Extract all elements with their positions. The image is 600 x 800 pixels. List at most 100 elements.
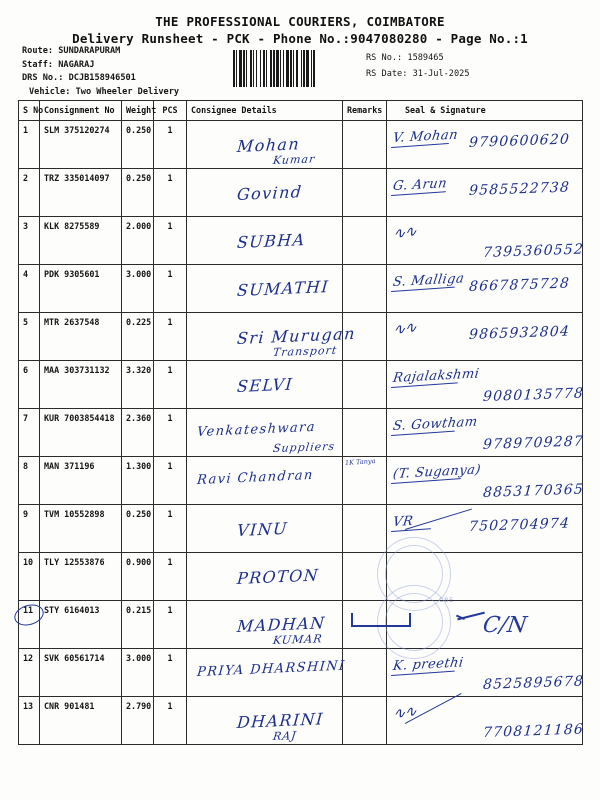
drs-value: DCJB158946501: [68, 73, 136, 83]
handwritten-consignee-name: PROTON: [236, 565, 320, 589]
sno-value: 9: [23, 509, 29, 519]
table-row[interactable]: 4 PDK 9305601 3.000 1 SUMATHI S. Malliga 86678…: [18, 264, 583, 313]
table-row[interactable]: 13 CNR 901481 2.790 1 DHARINI RAJ ∿∿ 7708121186: [18, 693, 585, 745]
route-label: Route:: [22, 46, 54, 56]
cell-weight: 0.250: [121, 504, 154, 553]
table-row[interactable]: 6 MAA 303731132 3.320 1 SELVI Rajalakshmi 9080…: [18, 360, 585, 409]
cell-seal-signature: K. preethi 8525895678: [386, 648, 585, 697]
sno-value: 10: [23, 557, 34, 567]
cell-weight: 3.000: [121, 648, 154, 697]
handwritten-phone-number: 8853170365: [482, 481, 585, 502]
handwritten-consignee-name: Venkateshwara: [196, 419, 317, 441]
handwritten-consignee-name: PRIYA DHARSHINI: [196, 658, 347, 681]
handwritten-phone-number: 9789709287: [482, 433, 585, 454]
cell-remarks: [342, 168, 387, 217]
table-row[interactable]: 9 TVM 10552898 0.250 1 VINU VR 7502704974: [18, 504, 583, 553]
cell-weight: 2.000: [121, 216, 154, 265]
handwritten-phone-number: 7708121186: [482, 721, 585, 742]
barcode-icon: [233, 50, 349, 87]
table-row[interactable]: 10 TLY 12553876 0.900 1 PROTON CBE: [18, 537, 583, 611]
cell-remarks: [342, 120, 387, 169]
cell-seal-signature: S. Malliga 8667875728: [386, 264, 583, 313]
cell-remarks: [342, 360, 387, 409]
cell-weight: 0.900: [121, 552, 154, 601]
table-row[interactable]: 7 KUR 7003854418 2.360 1 Venkateshwara Suppli…: [18, 408, 585, 457]
handwritten-consignee-name-second-line: RAJ: [272, 729, 298, 744]
handwritten-phone-number: 9585522738: [468, 179, 571, 200]
handwritten-consignee-name: DHARINI: [236, 709, 325, 733]
cell-consignment-no: CNR 901481: [39, 696, 122, 745]
cell-consignee-details: Mohan Kumar: [186, 120, 343, 169]
column-header-consignment-no: Consignment No: [39, 100, 122, 121]
handwritten-phone-number: 8667875728: [468, 275, 571, 296]
cell-sno: 9: [18, 504, 40, 553]
handwritten-consignee-name: VINU: [236, 518, 289, 541]
table-row[interactable]: 12 SVK 60561714 3.000 1 PRIYA DHARSHINI K. pr…: [18, 648, 585, 697]
cell-consignment-no: PDK 9305601: [39, 264, 122, 313]
page-subtitle: Delivery Runsheet - PCK - Phone No.:9047…: [72, 31, 528, 46]
handwritten-consignee-name-second-line: Transport: [272, 343, 338, 360]
column-header-weight: Weight: [121, 100, 156, 121]
sno-value: 1: [23, 125, 29, 135]
cell-consignee-details: VINU: [186, 504, 343, 553]
table-row[interactable]: 3 KLK 8275589 2.000 1 SUBHA ∿∿ 7395360552: [18, 216, 585, 265]
cell-remarks: [342, 264, 387, 313]
sno-value: 3: [23, 221, 29, 231]
cell-pcs: 1: [153, 504, 187, 553]
cell-sno: 10: [18, 552, 40, 601]
cell-weight: 2.360: [121, 408, 154, 457]
cell-sno: 7: [18, 408, 40, 457]
staff-label: Staff:: [22, 59, 54, 70]
cell-weight: 2.790: [121, 696, 154, 745]
cell-seal-signature: ∿∿ 7708121186: [386, 693, 585, 745]
rs-date-value: 31-Jul-2025: [412, 69, 470, 79]
handwritten-phone-number: 7395360552: [482, 241, 585, 262]
rs-no-row: RS No.: 1589465: [366, 50, 470, 66]
page-title: THE PROFESSIONAL COURIERS, COIMBATORE: [155, 14, 445, 29]
route-value: SUNDARAPURAM: [58, 46, 121, 56]
column-header-seal-signature: Seal & Signature: [386, 100, 583, 121]
cell-consignee-details: Sri Murugan Transport: [186, 312, 357, 361]
sno-value: 13: [23, 701, 34, 711]
table-row[interactable]: 8 MAN 371196 1.300 1 Ravi Chandran 1K Tanya (T…: [18, 456, 585, 505]
cell-consignment-no: MTR 2637548: [39, 312, 122, 361]
cell-weight: 0.215: [121, 600, 154, 649]
cell-consignee-details: MADHAN KUMAR: [186, 600, 343, 649]
cell-remarks: [342, 585, 451, 659]
cell-sno: 3: [18, 216, 40, 265]
handwritten-consignee-name: Ravi Chandran: [196, 467, 315, 489]
vehicle-row: Vehicle: Two Wheeler Delivery: [22, 86, 179, 100]
handwritten-phone-number: 9080135778: [482, 385, 585, 406]
consignment-table: S No Consignment No Weight PCS Consignee…: [11, 100, 585, 745]
cell-weight: 3.320: [121, 360, 154, 409]
cell-remarks: [342, 312, 387, 361]
cell-seal-signature: ∿∿ 7395360552: [386, 216, 585, 265]
cell-sno: 8: [18, 456, 40, 505]
sno-value: 11: [23, 605, 34, 615]
table-row[interactable]: 1 SLM 375120274 0.250 1 Mohan Kumar V. Mohan 97…: [18, 120, 583, 169]
handwritten-consignee-name: Govind: [236, 182, 304, 205]
table-row[interactable]: 11 STY 6164013 0.215 1 MADHAN KUMAR C/N: [11, 585, 583, 659]
handwritten-signature-scribble: ∿∿: [392, 701, 417, 724]
vehicle-value: Two Wheeler Delivery: [75, 86, 180, 97]
cell-consignment-no: KUR 7003854418: [39, 408, 122, 457]
cell-remarks: [342, 696, 387, 745]
cell-consignee-details: SUBHA: [186, 216, 343, 265]
cell-consignee-details: Venkateshwara Suppliers: [186, 408, 343, 457]
drs-row: DRS No.: DCJB158946501: [22, 72, 179, 86]
cell-consignment-no: STY 6164013: [39, 600, 122, 649]
column-header-consignee-details: Consignee Details: [186, 100, 343, 121]
cell-consignment-no: TRZ 335014097: [39, 168, 122, 217]
cell-consignee-details: DHARINI RAJ: [186, 696, 343, 745]
cell-consignment-no: SLM 375120274: [39, 120, 122, 169]
cell-seal-signature: C/N: [386, 600, 583, 649]
cell-pcs: 1: [153, 456, 187, 505]
cell-pcs: 1: [153, 312, 187, 361]
handwritten-consignee-name: SUBHA: [236, 229, 307, 253]
handwritten-consignee-name-second-line: KUMAR: [272, 632, 324, 648]
cell-weight: 0.250: [121, 120, 154, 169]
cell-weight: 0.250: [121, 168, 154, 217]
cell-sno: 11: [11, 600, 47, 649]
table-row[interactable]: 2 TRZ 335014097 0.250 1 Govind G. Arun 9585522…: [18, 168, 583, 217]
table-row[interactable]: 5 MTR 2637548 0.225 1 Sri Murugan Transport ∿∿…: [18, 312, 583, 361]
